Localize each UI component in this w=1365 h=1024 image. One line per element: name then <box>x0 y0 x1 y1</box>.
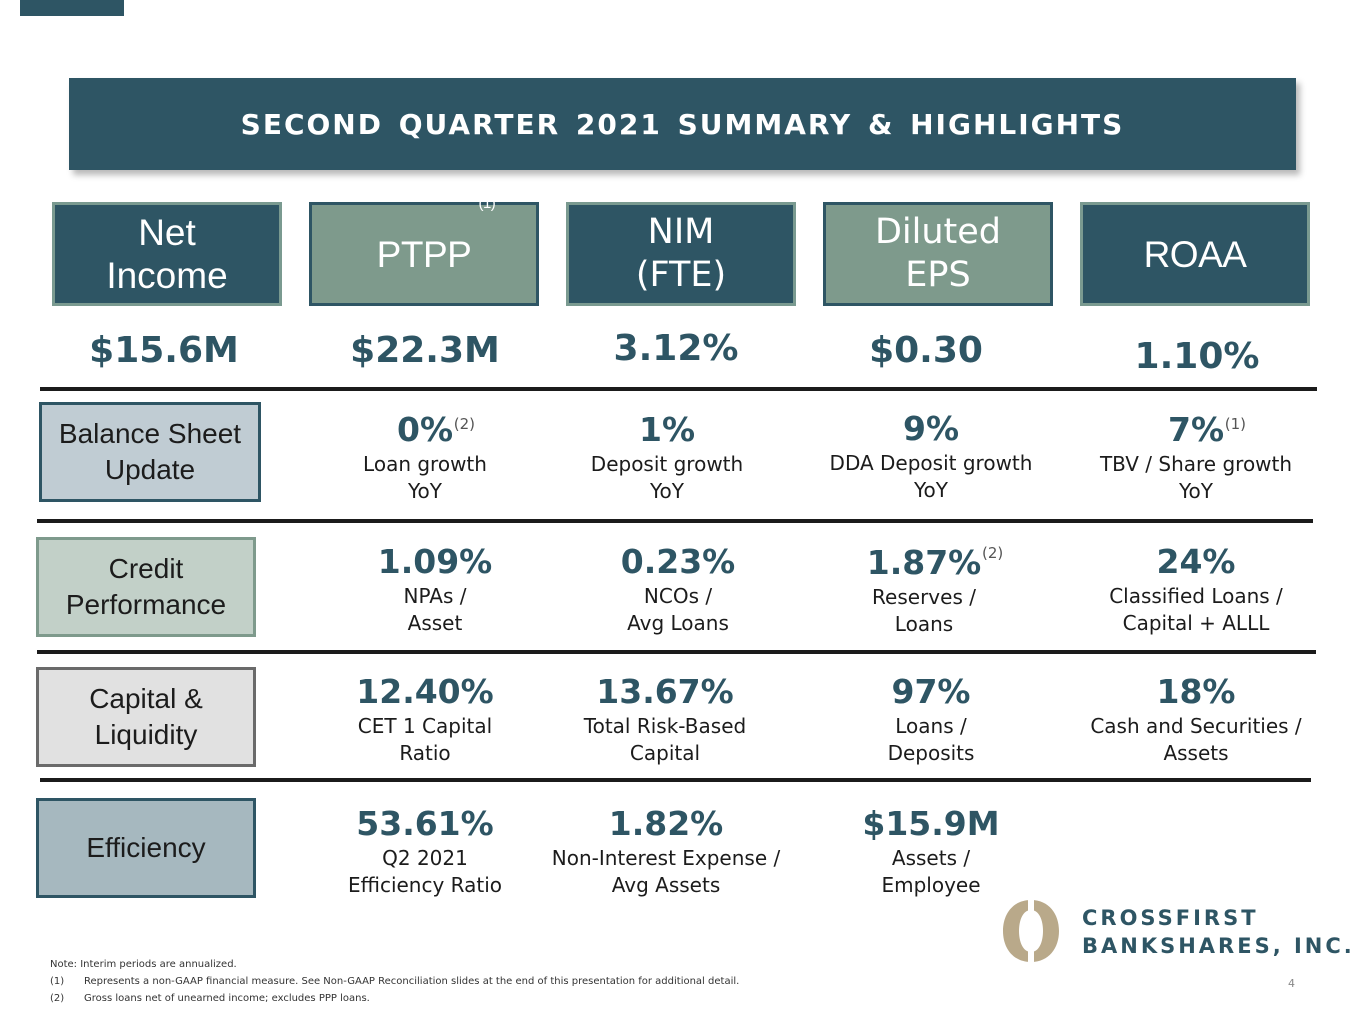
metric-label: PTPP <box>376 233 472 275</box>
stat-efficiency-ratio: 53.61% Q2 2021 Efficiency Ratio <box>295 805 555 899</box>
footnote-marker: (2) <box>453 415 476 433</box>
stat-value: 97% <box>891 672 971 711</box>
stat-reserves: 1.87% (2) Reserves / Loans <box>794 544 1054 638</box>
stat-value: 13.67% <box>596 672 734 711</box>
stat-value: 1% <box>638 410 696 449</box>
stat-tbv-growth: 7% (1) TBV / Share growth YoY <box>1066 411 1326 505</box>
stat-ncos: 0.23% NCOs / Avg Loans <box>548 543 808 637</box>
category-label: Capital & Liquidity <box>89 683 203 750</box>
stat-value: 0.23% <box>620 542 736 581</box>
divider <box>40 778 1311 782</box>
metric-box-net-income: Net Income <box>52 202 282 306</box>
page-title: SECOND QUARTER 2021 SUMMARY & HIGHLIGHTS <box>240 107 1125 141</box>
stat-value: 7% <box>1167 410 1225 449</box>
roaa-value: 1.10% <box>1134 336 1260 377</box>
stat-value: $15.9M <box>862 804 1000 843</box>
stat-label: CET 1 Capital Ratio <box>357 714 493 765</box>
crossfirst-logo-icon <box>1003 898 1059 964</box>
stat-label: Total Risk-Based Capital <box>583 714 747 765</box>
metric-label: ROAA <box>1143 233 1247 275</box>
stat-loan-growth: 0% (2) Loan growth YoY <box>295 411 555 505</box>
footnote-marker: (2) <box>982 544 1004 562</box>
stat-value: 1.09% <box>377 542 493 581</box>
metric-label: Net Income <box>106 212 228 296</box>
category-credit: Credit Performance <box>36 537 256 637</box>
stat-label: Assets / Employee <box>881 846 981 897</box>
stat-dda-growth: 9% DDA Deposit growth YoY <box>801 410 1061 504</box>
page-number: 4 <box>1288 977 1295 990</box>
stat-label: Reserves / Loans <box>872 585 976 636</box>
category-efficiency: Efficiency <box>36 798 256 898</box>
stat-total-risk-based: 13.67% Total Risk-Based Capital <box>535 673 795 767</box>
metric-box-eps: Diluted EPS <box>823 202 1053 306</box>
divider <box>37 519 1313 523</box>
stat-label: NPAs / Asset <box>403 584 467 635</box>
metric-box-ptpp: PTPP (1) <box>309 195 539 306</box>
stat-label: Non-Interest Expense / Avg Assets <box>551 846 781 897</box>
eps-value: $0.30 <box>869 330 983 371</box>
stat-loans-deposits: 97% Loans / Deposits <box>801 673 1061 767</box>
category-label: Balance Sheet Update <box>58 418 242 485</box>
footnote-note: Note: Interim periods are annualized. <box>50 959 237 970</box>
stat-value: 12.40% <box>356 672 494 711</box>
stat-label: Q2 2021 Efficiency Ratio <box>347 846 503 897</box>
stat-label: Loan growth YoY <box>363 452 487 503</box>
stat-label: TBV / Share growth YoY <box>1099 452 1293 503</box>
stat-label: NCOs / Avg Loans <box>627 584 729 635</box>
stat-value: 1.87% <box>866 543 982 582</box>
stat-value: 24% <box>1156 542 1236 581</box>
category-capital: Capital & Liquidity <box>36 667 256 767</box>
stat-deposit-growth: 1% Deposit growth YoY <box>537 411 797 505</box>
company-name: CROSSFIRST BANKSHARES, INC. <box>1082 904 1355 960</box>
stat-label: DDA Deposit growth YoY <box>829 451 1033 502</box>
logo-line-1: CROSSFIRST <box>1082 906 1259 930</box>
divider <box>40 387 1317 391</box>
stat-classified-loans: 24% Classified Loans / Capital + ALLL <box>1066 543 1326 637</box>
footnote-1: (1) Represents a non-GAAP financial measu… <box>50 976 740 987</box>
stat-label: Cash and Securities / Assets <box>1090 714 1302 765</box>
category-label: Efficiency <box>86 832 206 863</box>
stat-label: Classified Loans / Capital + ALLL <box>1109 584 1283 635</box>
top-accent-bar <box>20 0 124 16</box>
stat-value: 1.82% <box>608 804 724 843</box>
title-banner: SECOND QUARTER 2021 SUMMARY & HIGHLIGHTS <box>69 78 1296 170</box>
category-balance-sheet: Balance Sheet Update <box>39 402 261 502</box>
nim-value: 3.12% <box>613 328 739 369</box>
footnote-2: (2) Gross loans net of unearned income; e… <box>50 993 370 1004</box>
stat-value: 0% <box>396 410 454 449</box>
stat-cet1: 12.40% CET 1 Capital Ratio <box>295 673 555 767</box>
divider <box>37 650 1316 654</box>
stat-cash-securities: 18% Cash and Securities / Assets <box>1066 673 1326 767</box>
stat-npas: 1.09% NPAs / Asset <box>305 543 565 637</box>
stat-value: 9% <box>902 409 960 448</box>
stat-assets-employee: $15.9M Assets / Employee <box>801 805 1061 899</box>
logo-line-2: BANKSHARES, INC. <box>1082 934 1355 958</box>
metric-label: Diluted EPS <box>874 212 1002 295</box>
stat-value: 53.61% <box>356 804 494 843</box>
category-label: Credit Performance <box>65 553 227 620</box>
stat-label: Deposit growth YoY <box>590 452 744 503</box>
metric-box-nim: NIM (FTE) <box>566 202 796 306</box>
footnote-marker: (1) <box>478 194 496 212</box>
stat-nonint-expense: 1.82% Non-Interest Expense / Avg Assets <box>535 805 797 899</box>
metric-label: NIM (FTE) <box>635 212 727 295</box>
stat-label: Loans / Deposits <box>887 714 975 765</box>
net-income-value: $15.6M <box>89 330 239 371</box>
metric-box-roaa: ROAA <box>1080 202 1310 306</box>
ptpp-value: $22.3M <box>350 330 500 371</box>
stat-value: 18% <box>1156 672 1236 711</box>
footnote-marker: (1) <box>1224 415 1247 433</box>
